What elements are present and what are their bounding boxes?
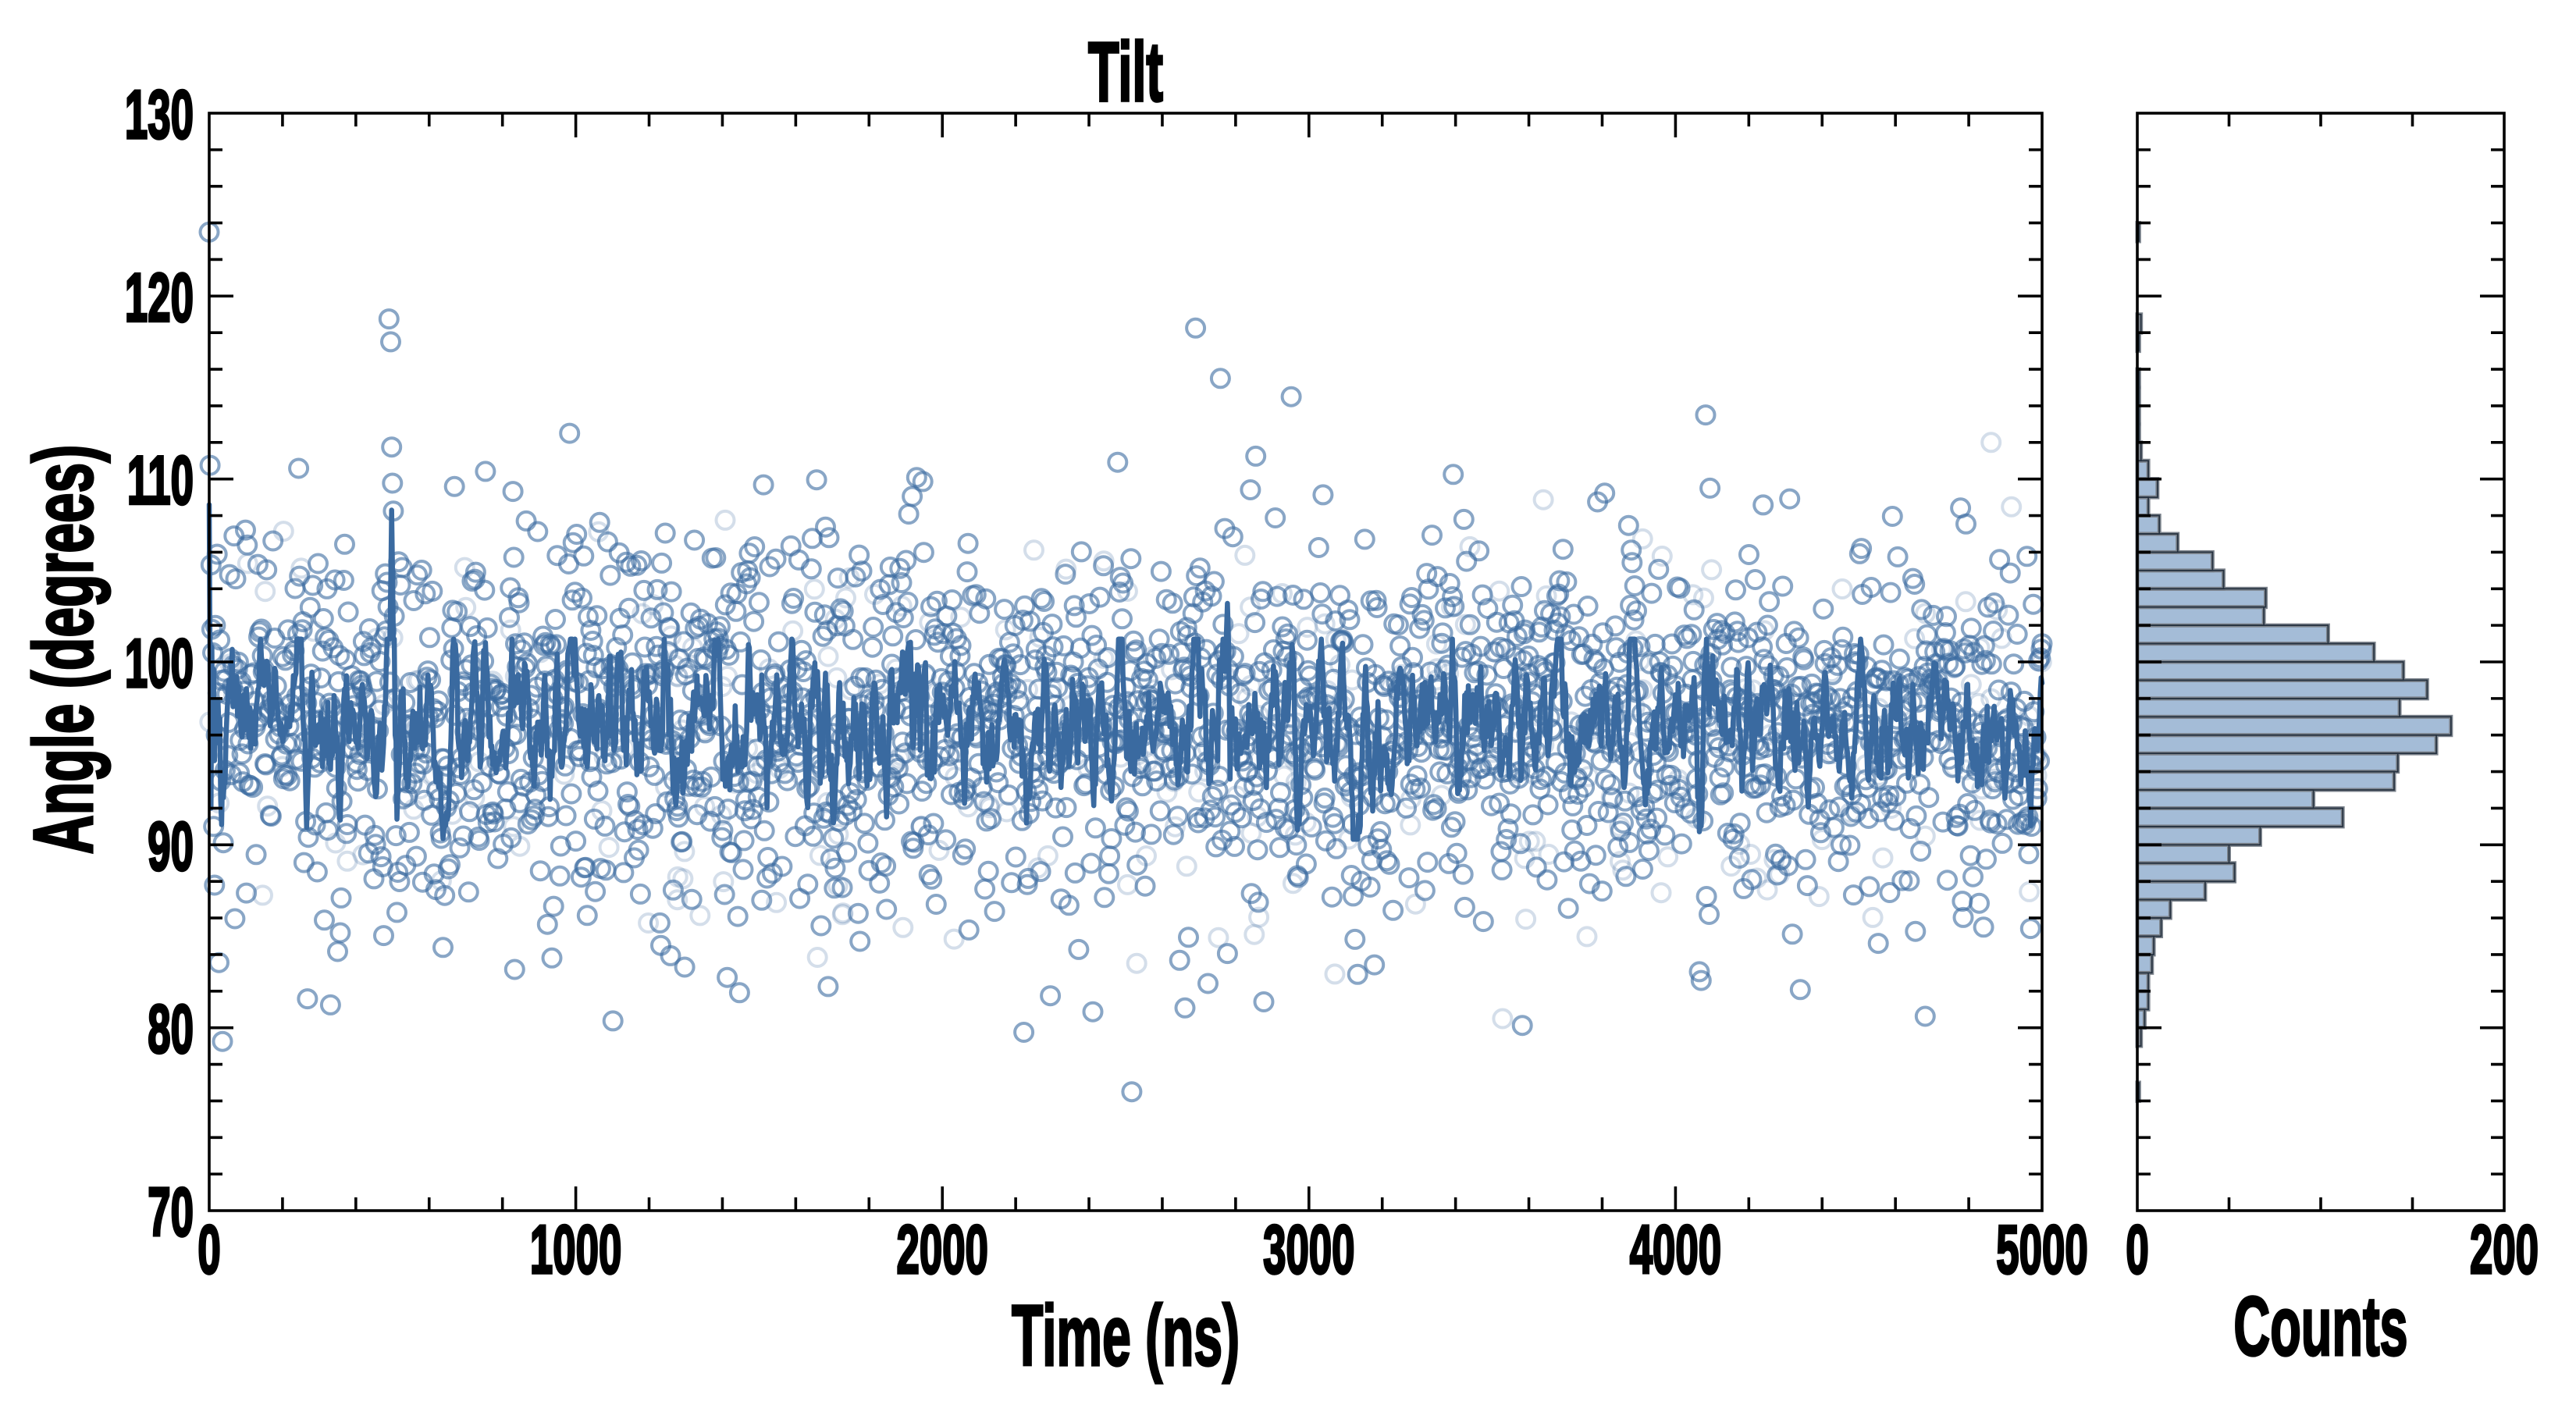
svg-text:70: 70 — [148, 1174, 194, 1250]
svg-text:200: 200 — [2470, 1211, 2539, 1288]
svg-text:Tilt: Tilt — [1088, 24, 1163, 119]
svg-text:Counts: Counts — [2233, 1279, 2407, 1373]
svg-text:100: 100 — [125, 625, 194, 702]
svg-text:Angle (degrees): Angle (degrees) — [17, 445, 111, 855]
svg-text:1000: 1000 — [530, 1211, 621, 1288]
svg-text:130: 130 — [125, 76, 194, 153]
svg-text:4000: 4000 — [1630, 1211, 1721, 1288]
svg-text:80: 80 — [148, 991, 194, 1068]
svg-text:0: 0 — [197, 1211, 220, 1288]
svg-text:90: 90 — [148, 808, 194, 884]
svg-text:110: 110 — [127, 443, 194, 519]
svg-text:5000: 5000 — [1996, 1211, 2087, 1288]
svg-text:0: 0 — [2126, 1211, 2148, 1288]
svg-text:3000: 3000 — [1263, 1211, 1354, 1288]
svg-text:Time (ns): Time (ns) — [1012, 1289, 1240, 1384]
svg-text:2000: 2000 — [896, 1211, 987, 1288]
svg-text:120: 120 — [125, 259, 194, 336]
